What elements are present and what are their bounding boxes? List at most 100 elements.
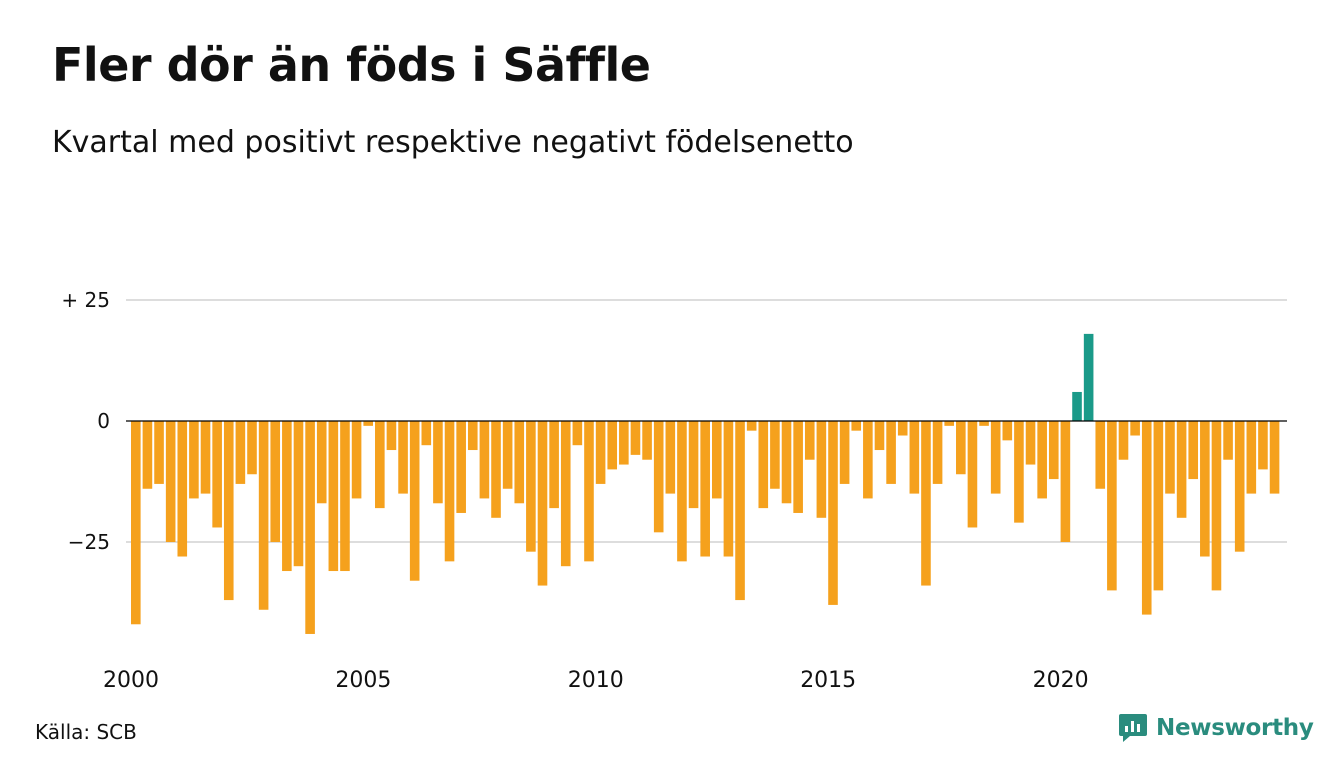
axes: + 25 0 −25 2000 2005 2010 2015 2020: [61, 288, 1287, 693]
bar: [932, 421, 943, 484]
bar: [1048, 421, 1059, 480]
bar: [177, 421, 188, 557]
bar: [1083, 333, 1094, 421]
bar: [1176, 421, 1187, 518]
bar: [677, 421, 687, 562]
bar: [665, 421, 676, 494]
bar: [165, 421, 176, 542]
bar: [467, 421, 478, 451]
bar: [363, 421, 373, 426]
newsworthy-logo-icon: [1119, 714, 1147, 742]
bar: [1118, 421, 1129, 460]
bar: [189, 421, 199, 499]
bar: [421, 421, 432, 446]
bar: [793, 421, 803, 513]
bar: [131, 421, 141, 625]
bar: [804, 421, 815, 460]
bar: [700, 421, 710, 557]
bar: [491, 421, 501, 518]
bar: [595, 421, 606, 484]
bar: [270, 421, 281, 542]
bar: [851, 421, 862, 431]
bar: [619, 421, 629, 465]
bar: [967, 421, 978, 528]
bar: [944, 421, 954, 426]
x-tick-label: 2020: [1033, 668, 1089, 693]
bar: [688, 421, 699, 509]
bar: [305, 421, 315, 634]
bar: [956, 421, 966, 475]
bar: [1153, 421, 1164, 591]
bar: [746, 421, 757, 431]
y-tick-label: −25: [68, 530, 110, 554]
bar: [1107, 421, 1117, 591]
bar: [1269, 421, 1280, 494]
bar: [828, 421, 838, 605]
bar: [560, 421, 571, 567]
bar: [653, 421, 664, 533]
x-tick-label: 2010: [568, 668, 624, 693]
bar: [1002, 421, 1013, 441]
x-tick-label: 2015: [800, 668, 856, 693]
bar: [584, 421, 594, 562]
bar: [200, 421, 211, 494]
bar: [212, 421, 222, 528]
bar: [897, 421, 908, 436]
bar: [909, 421, 920, 494]
bar: [282, 421, 292, 572]
bar: [1188, 421, 1199, 480]
bar: [375, 421, 385, 509]
bar: [526, 421, 536, 552]
bar: [537, 421, 548, 586]
bar: [572, 421, 583, 446]
bar: [1025, 421, 1036, 465]
bar: [607, 421, 618, 470]
bar: [979, 421, 989, 426]
bar: [223, 421, 234, 601]
chart-subtitle: Kvartal med positivt respektive negativt…: [52, 125, 854, 160]
bar: [1234, 421, 1245, 552]
y-tick-label: + 25: [61, 288, 110, 312]
bar: [409, 421, 420, 581]
bar: [1200, 421, 1210, 557]
bar: [886, 421, 896, 484]
bar: [1060, 421, 1071, 542]
bar: [990, 421, 1001, 494]
bar: [735, 421, 745, 601]
bar: [1165, 421, 1175, 494]
bar: [758, 421, 769, 509]
bar: [723, 421, 734, 557]
bar: [293, 421, 304, 567]
bar: [921, 421, 931, 586]
bar: [839, 421, 850, 484]
bar: [1130, 421, 1140, 436]
x-tick-label: 2005: [335, 668, 391, 693]
bar: [1258, 421, 1268, 470]
bar: [1095, 421, 1106, 489]
bar: [444, 421, 455, 562]
bar: [1014, 421, 1024, 523]
bar: [235, 421, 246, 484]
source-note: Källa: SCB: [35, 720, 137, 744]
bar: [351, 421, 362, 499]
chart-title: Fler dör än föds i Säffle: [52, 38, 651, 92]
brand-logo: Newsworthy: [1118, 712, 1314, 744]
bar: [712, 421, 722, 499]
bar: [479, 421, 490, 499]
bar: [781, 421, 792, 504]
bar: [456, 421, 466, 513]
bar: [1141, 421, 1152, 615]
bar: [1037, 421, 1047, 499]
bar: [328, 421, 339, 572]
brand-name: Newsworthy: [1156, 715, 1314, 741]
bar: [642, 421, 652, 460]
bar: [863, 421, 873, 499]
bar: [1246, 421, 1257, 494]
bar: [502, 421, 513, 489]
bar: [154, 421, 164, 484]
bar: [386, 421, 397, 451]
x-tick-label: 2000: [103, 668, 159, 693]
y-tick-label: 0: [97, 409, 110, 433]
bar: [340, 421, 350, 572]
